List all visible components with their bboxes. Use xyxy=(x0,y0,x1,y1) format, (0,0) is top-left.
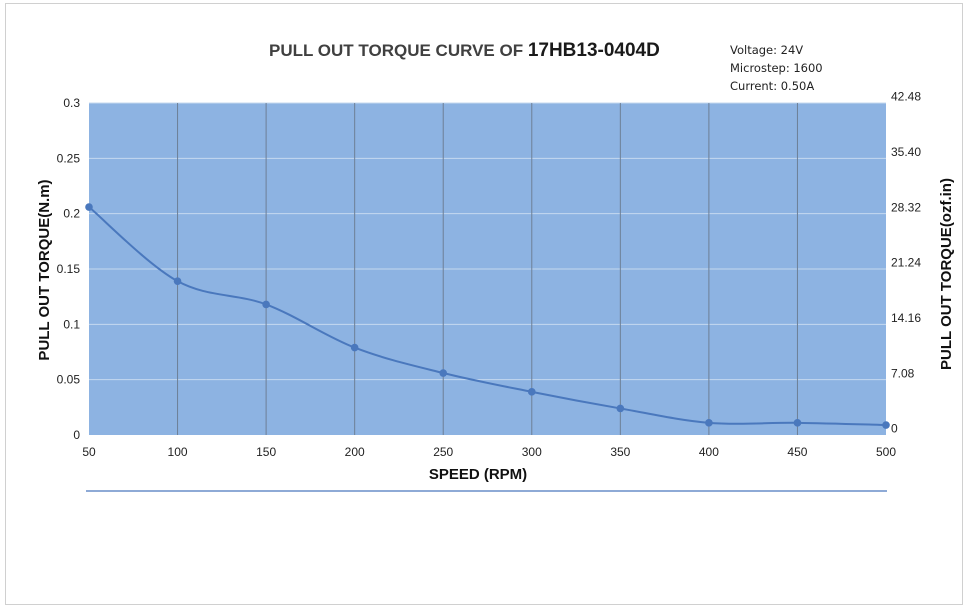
x-tick-label: 200 xyxy=(345,445,365,459)
y-tick-label: 0.1 xyxy=(63,317,80,331)
y-axis-title: PULL OUT TORQUE(N.m) xyxy=(36,179,53,360)
data-point xyxy=(527,388,536,396)
x-tick-label: 250 xyxy=(433,445,453,459)
data-point xyxy=(262,300,270,309)
voltage-label: Voltage: 24V xyxy=(730,43,804,57)
y2-tick-label: 21.24 xyxy=(891,256,921,270)
y-tick-label: 0.2 xyxy=(63,207,80,221)
y2-tick-label: 35.40 xyxy=(891,145,921,159)
y2-tick-label: 7.08 xyxy=(891,366,915,380)
y-tick-label: 0.15 xyxy=(57,262,81,276)
current-label: Current: 0.50A xyxy=(730,79,815,93)
chart-title-main: PULL OUT TORQUE CURVE OF xyxy=(269,41,528,60)
x-tick-label: 350 xyxy=(610,445,630,459)
y2-tick-label: 28.32 xyxy=(891,200,921,214)
y-tick-label: 0.3 xyxy=(63,96,80,110)
x-axis-title: SPEED (RPM) xyxy=(429,466,527,483)
x-tick-label: 50 xyxy=(82,445,96,459)
x-tick-label: 300 xyxy=(522,445,542,459)
y2-tick-label: 0 xyxy=(891,422,898,436)
data-point xyxy=(616,404,625,413)
y-tick-label: 0.05 xyxy=(57,373,81,387)
data-point xyxy=(793,419,802,427)
x-tick-label: 100 xyxy=(168,445,188,459)
data-point xyxy=(439,369,448,377)
data-point xyxy=(350,343,359,352)
y2-tick-label: 14.16 xyxy=(891,311,921,325)
drive-info: Voltage: 24V Microstep: 1600 Current: 0.… xyxy=(730,41,823,95)
data-point xyxy=(882,421,890,429)
data-point xyxy=(705,419,713,427)
x-tick-label: 450 xyxy=(787,445,807,459)
x-tick-label: 400 xyxy=(699,445,719,459)
chart-title: PULL OUT TORQUE CURVE OF 17HB13-0404D xyxy=(269,40,660,62)
microstep-label: Microstep: 1600 xyxy=(730,61,823,75)
torque-series-line xyxy=(88,206,887,427)
x-tick-label: 150 xyxy=(256,445,276,459)
x-tick-label: 500 xyxy=(876,445,896,459)
y2-tick-label: 42.48 xyxy=(891,90,921,104)
data-point xyxy=(85,203,93,211)
y-tick-label: 0 xyxy=(73,428,80,442)
data-point xyxy=(173,277,182,285)
y2-axis-title: PULL OUT TORQUE(ozf.in) xyxy=(938,178,955,370)
y-tick-label: 0.25 xyxy=(57,151,81,165)
chart-title-model: 17HB13-0404D xyxy=(527,40,660,61)
